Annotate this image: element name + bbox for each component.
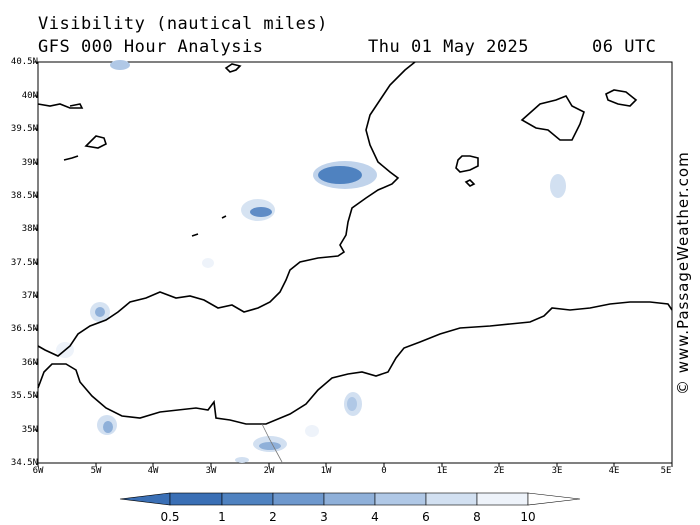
lat-label: 38.5N <box>10 191 38 201</box>
colorbar-label: 10 <box>520 510 536 524</box>
website-credit: © www.PassageWeather.com <box>674 151 692 395</box>
forecast-date: Thu 01 May 2025 <box>368 37 530 57</box>
colorbar-label: 0.5 <box>160 510 180 524</box>
lon-label: 1E <box>436 466 448 476</box>
lat-label: 37N <box>21 291 38 301</box>
colorbar-label: 4 <box>371 510 379 524</box>
colorbar-label: 6 <box>422 510 430 524</box>
colorbar-label: 3 <box>320 510 328 524</box>
lat-label: 39.5N <box>10 124 38 134</box>
lon-label: 5E <box>660 466 672 476</box>
lat-label: 39N <box>21 158 38 168</box>
lat-label: 36.5N <box>10 324 38 334</box>
lat-label: 38N <box>21 224 38 234</box>
tick-marks <box>34 61 673 467</box>
chart-title: Visibility (nautical miles) <box>38 14 328 34</box>
colorbar-label: 1 <box>218 510 226 524</box>
forecast-time: 06 UTC <box>592 37 657 57</box>
chart-subtitle: GFS 000 Hour Analysis <box>38 37 264 57</box>
colorbar-label: 8 <box>473 510 481 524</box>
lon-label: 2E <box>493 466 505 476</box>
lon-label: 4E <box>608 466 620 476</box>
lon-label: 3E <box>551 466 563 476</box>
lat-label: 36N <box>21 358 38 368</box>
lon-label: 3W <box>205 466 217 476</box>
lon-label: 6W <box>32 466 44 476</box>
lat-label: 37.5N <box>10 258 38 268</box>
coastline <box>37 61 673 425</box>
lat-label: 35.5N <box>10 391 38 401</box>
lon-label: 2W <box>263 466 275 476</box>
lon-label: 0 <box>381 466 387 476</box>
lon-label: 4W <box>147 466 159 476</box>
lat-label: 35N <box>21 425 38 435</box>
colorbar-label: 2 <box>269 510 277 524</box>
lon-label: 1W <box>320 466 332 476</box>
lat-label: 40N <box>21 91 38 101</box>
visibility-shading <box>56 60 566 463</box>
lat-label: 40.5N <box>10 57 38 67</box>
border-line <box>261 423 283 463</box>
lat-label: 34.5N <box>10 458 38 468</box>
colorbar <box>119 492 581 506</box>
lon-label: 5W <box>90 466 102 476</box>
